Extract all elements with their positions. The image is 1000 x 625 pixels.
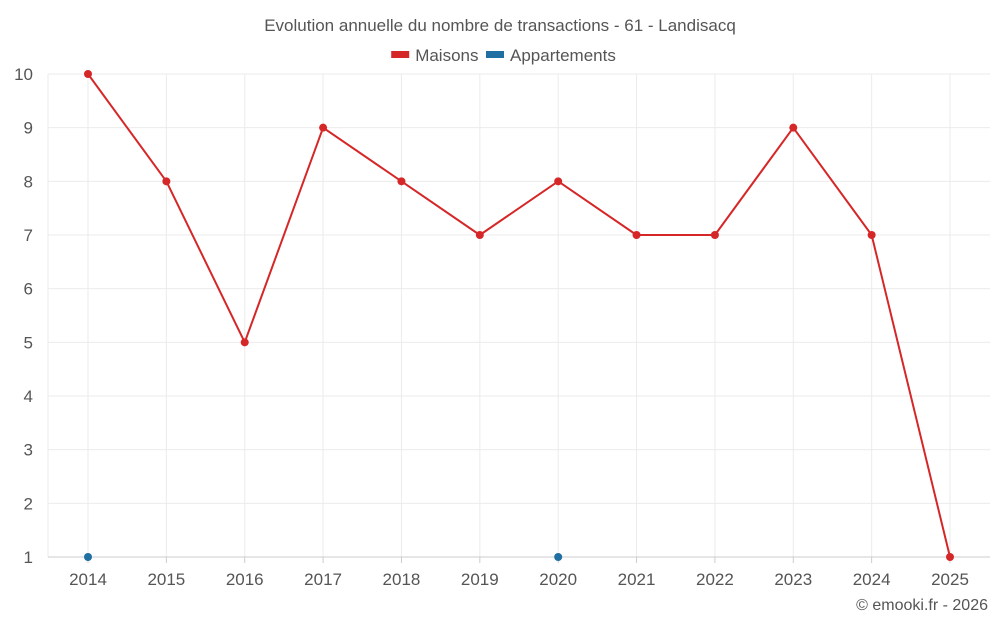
x-tick-label-2025: 2025 <box>931 570 969 589</box>
legend-swatch-appartements <box>486 51 504 58</box>
data-point-maisons-2025 <box>946 553 954 561</box>
y-tick-label-8: 8 <box>24 172 33 191</box>
legend: Maisons Appartements <box>391 46 616 65</box>
data-point-maisons-2017 <box>319 123 328 132</box>
data-point-maisons-2015 <box>162 177 171 186</box>
chart-title: Evolution annuelle du nombre de transact… <box>264 16 736 35</box>
data-point-maisons-2019 <box>475 231 484 239</box>
x-tick-label-2015: 2015 <box>147 570 185 589</box>
legend-label-maisons: Maisons <box>415 46 478 65</box>
data-point-appartements-2020 <box>554 553 563 561</box>
x-tick-label-2023: 2023 <box>774 570 812 589</box>
x-tick-label-2019: 2019 <box>461 570 499 589</box>
series-line-maisons <box>87 73 951 558</box>
y-tick-label-4: 4 <box>24 387 33 406</box>
grid-lines <box>48 73 990 558</box>
x-tick-label-2018: 2018 <box>383 570 421 589</box>
y-tick-label-5: 5 <box>24 333 33 352</box>
data-point-maisons-2014 <box>84 70 92 78</box>
x-tick-label-2016: 2016 <box>226 570 264 589</box>
data-point-maisons-2023 <box>789 123 798 132</box>
y-tick-label-3: 3 <box>24 441 33 460</box>
data-point-maisons-2022 <box>710 231 719 239</box>
x-tick-label-2024: 2024 <box>853 570 891 589</box>
x-tick-label-2020: 2020 <box>539 570 577 589</box>
data-point-maisons-2021 <box>632 231 641 239</box>
x-tick-label-2017: 2017 <box>304 570 342 589</box>
credit-text: © emooki.fr - 2026 <box>856 597 988 614</box>
y-tick-label-9: 9 <box>24 119 33 138</box>
y-axis-ticks: 1 2 3 4 5 6 7 8 9 10 <box>14 65 33 567</box>
x-axis-ticks: 2014 2015 2016 2017 2018 2019 2020 2021 2022 2023… <box>69 570 969 589</box>
x-tick-label-2022: 2022 <box>696 570 734 589</box>
data-point-maisons-2020 <box>554 177 563 186</box>
data-point-maisons-2018 <box>397 177 406 186</box>
series-group <box>84 70 954 561</box>
axes <box>47 74 990 563</box>
data-point-appartements-2014 <box>84 553 92 561</box>
legend-label-appartements: Appartements <box>510 46 616 65</box>
y-tick-label-2: 2 <box>24 494 33 513</box>
x-tick-label-2021: 2021 <box>618 570 656 589</box>
data-point-maisons-2016 <box>240 338 249 347</box>
y-tick-label-7: 7 <box>24 226 33 245</box>
y-tick-label-6: 6 <box>24 280 33 299</box>
legend-swatch-maisons <box>391 51 410 58</box>
data-point-maisons-2024 <box>867 231 876 239</box>
y-tick-label-1: 1 <box>24 548 33 567</box>
x-tick-label-2014: 2014 <box>69 570 107 589</box>
y-tick-label-10: 10 <box>14 65 33 84</box>
